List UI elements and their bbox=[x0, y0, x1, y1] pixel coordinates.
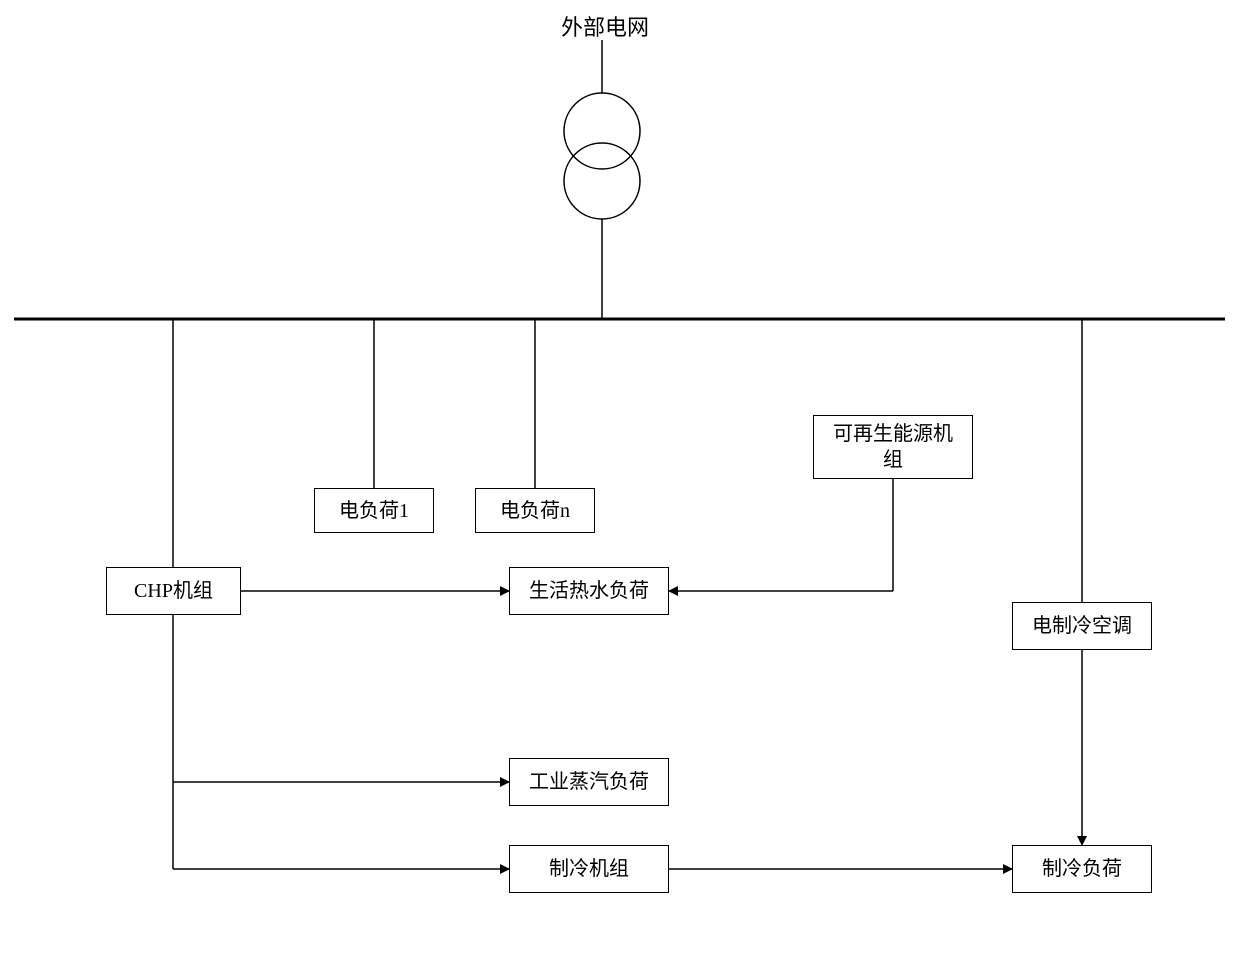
node-ac: 电制冷空调 bbox=[1012, 602, 1152, 650]
node-eload1-label: 电负荷1 bbox=[339, 498, 409, 524]
node-coolload: 制冷负荷 bbox=[1012, 845, 1152, 893]
node-chp-label: CHP机组 bbox=[134, 578, 213, 604]
node-steam: 工业蒸汽负荷 bbox=[509, 758, 669, 806]
node-coolload-label: 制冷负荷 bbox=[1042, 856, 1122, 882]
node-chiller-label: 制冷机组 bbox=[549, 856, 629, 882]
node-renewable-label: 可再生能源机 组 bbox=[833, 421, 953, 473]
node-chp: CHP机组 bbox=[106, 567, 241, 615]
node-eloadn-label: 电负荷n bbox=[500, 498, 570, 524]
node-ac-label: 电制冷空调 bbox=[1032, 613, 1132, 639]
diagram-canvas: 外部电网 CHP机组 电负荷1 电负荷n 可再生能源机 组 生活热水负荷 电制冷… bbox=[0, 0, 1239, 971]
node-eload1: 电负荷1 bbox=[314, 488, 434, 533]
node-hotwater: 生活热水负荷 bbox=[509, 567, 669, 615]
node-steam-label: 工业蒸汽负荷 bbox=[529, 769, 649, 795]
node-renewable: 可再生能源机 组 bbox=[813, 415, 973, 479]
label-external-grid: 外部电网 bbox=[545, 10, 665, 42]
node-chiller: 制冷机组 bbox=[509, 845, 669, 893]
diagram-svg bbox=[0, 0, 1239, 971]
node-hotwater-label: 生活热水负荷 bbox=[529, 578, 649, 604]
node-eloadn: 电负荷n bbox=[475, 488, 595, 533]
